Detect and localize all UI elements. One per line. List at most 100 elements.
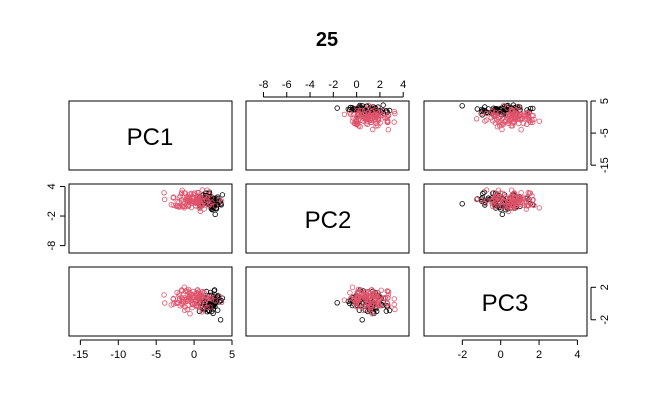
data-point <box>177 193 183 199</box>
data-point <box>483 117 490 123</box>
data-point <box>385 126 391 133</box>
data-point <box>505 208 512 215</box>
data-point <box>347 297 354 304</box>
data-point <box>375 117 382 123</box>
data-point <box>530 105 536 112</box>
data-point <box>187 289 193 296</box>
data-point <box>370 113 377 119</box>
data-point <box>509 123 516 129</box>
data-point <box>495 187 502 193</box>
data-point <box>523 206 530 212</box>
pc2-top-axis-tick-label: -4 <box>305 79 315 91</box>
chart-title: 25 <box>316 29 338 51</box>
points-layer <box>161 102 542 323</box>
data-point <box>170 295 177 302</box>
data-point <box>522 112 529 119</box>
data-point <box>484 110 490 117</box>
data-point <box>193 202 199 209</box>
data-point <box>380 107 386 113</box>
data-point <box>499 211 505 218</box>
panel-2-2 <box>245 183 410 254</box>
data-point <box>375 296 382 303</box>
data-point <box>355 113 361 119</box>
data-point <box>190 195 197 201</box>
data-point <box>203 304 209 310</box>
pc2-top-axis-tick-label: 0 <box>354 79 360 91</box>
data-point <box>363 120 369 127</box>
data-point <box>368 300 375 307</box>
data-point <box>199 309 205 315</box>
data-point <box>384 288 391 294</box>
data-point <box>369 311 376 317</box>
data-point <box>530 112 536 119</box>
data-point <box>536 118 542 124</box>
data-point <box>515 103 522 110</box>
data-point <box>391 301 397 308</box>
panel-1-3 <box>423 100 588 171</box>
data-point <box>194 287 201 293</box>
data-point <box>179 187 185 193</box>
data-point <box>353 304 360 310</box>
data-point <box>207 192 213 198</box>
data-point <box>176 204 182 210</box>
pc1-bottom-axis-tick-label: -15 <box>72 349 88 361</box>
data-point <box>373 123 379 129</box>
data-point <box>505 202 511 209</box>
data-point <box>210 310 216 317</box>
data-point <box>197 208 203 215</box>
data-point <box>385 292 391 298</box>
data-point <box>385 289 392 295</box>
data-point <box>350 296 356 302</box>
data-point <box>497 109 503 116</box>
data-point <box>210 302 217 309</box>
data-point <box>524 121 530 127</box>
pc3-bottom-axis-tick-label: 2 <box>536 349 542 361</box>
data-point <box>368 302 374 309</box>
data-point <box>459 103 465 109</box>
data-point <box>518 126 524 133</box>
data-point <box>199 306 205 313</box>
data-point <box>493 113 499 119</box>
data-point <box>170 195 176 201</box>
data-point <box>509 112 515 118</box>
data-point <box>536 205 542 211</box>
data-point <box>392 306 398 313</box>
data-point <box>201 290 207 296</box>
data-point <box>218 299 225 305</box>
panel-3-3 <box>423 266 588 337</box>
data-point <box>500 190 506 196</box>
data-point <box>354 121 360 127</box>
data-point <box>392 110 398 117</box>
data-point <box>377 112 383 118</box>
data-point <box>194 189 200 196</box>
data-point <box>356 110 362 117</box>
data-point <box>484 187 490 193</box>
data-point <box>498 119 504 126</box>
pc1-bottom-axis-tick-label: 5 <box>229 349 235 361</box>
data-point <box>354 303 360 309</box>
data-point <box>357 107 363 113</box>
pc3-right-axis-tick-label: -2 <box>599 315 611 325</box>
data-point <box>190 294 197 300</box>
data-point <box>347 290 353 296</box>
data-point <box>511 119 517 125</box>
data-point <box>363 106 369 113</box>
data-point <box>349 284 356 290</box>
pc3-bottom-axis-tick-label: 0 <box>498 349 504 361</box>
pc1-bottom-axis-tick-label: 0 <box>191 349 197 361</box>
data-point <box>524 116 530 122</box>
data-point <box>365 102 372 109</box>
data-point <box>351 120 357 126</box>
data-point <box>207 295 213 302</box>
panel-3-2 <box>245 266 410 337</box>
data-point <box>385 119 391 126</box>
data-point <box>495 119 502 125</box>
data-point <box>334 300 340 306</box>
data-point <box>518 190 524 196</box>
data-point <box>355 297 361 303</box>
data-point <box>378 287 384 293</box>
data-point <box>380 102 386 108</box>
data-point <box>376 303 382 309</box>
data-point <box>354 119 360 125</box>
